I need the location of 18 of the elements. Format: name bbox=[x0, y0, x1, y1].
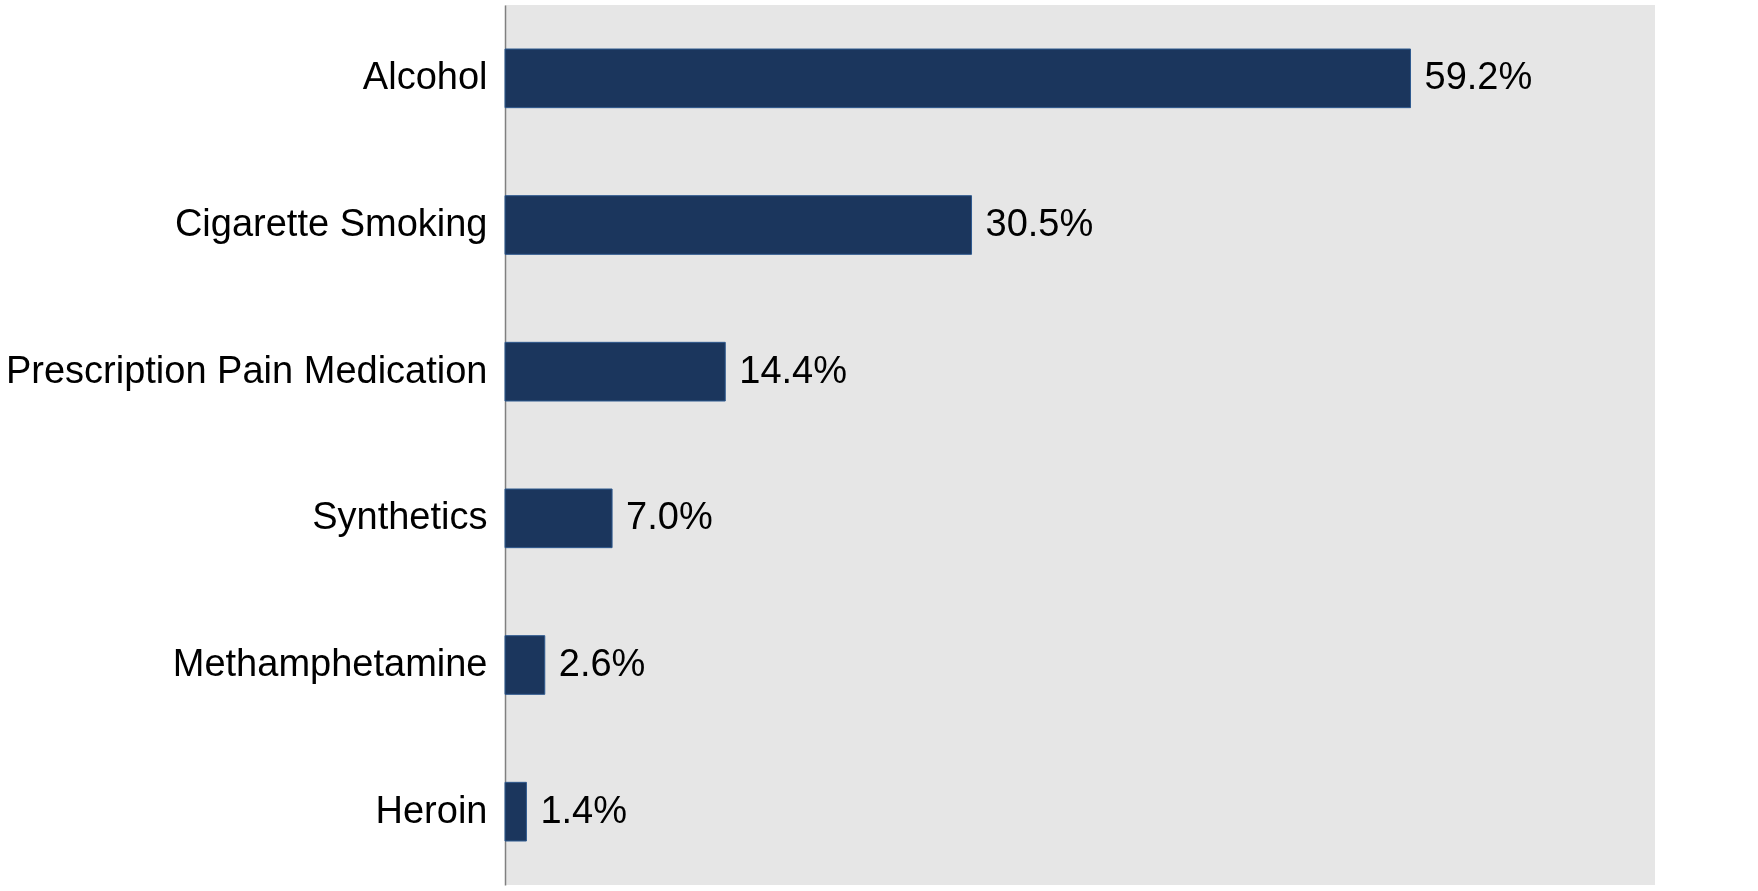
y-tick-label: Prescription Pain Medication bbox=[5, 348, 488, 391]
y-tick-label: Alcohol bbox=[362, 55, 488, 98]
data-label: 14.4% bbox=[739, 348, 848, 391]
data-label: 7.0% bbox=[626, 495, 713, 538]
data-label: 1.4% bbox=[540, 788, 628, 831]
y-tick-label: Heroin bbox=[375, 788, 488, 831]
bar bbox=[504, 341, 726, 402]
data-label: 2.6% bbox=[558, 642, 646, 684]
bar bbox=[504, 488, 613, 549]
bar bbox=[504, 635, 546, 695]
data-label: 59.2% bbox=[1424, 55, 1533, 98]
bar bbox=[504, 195, 973, 255]
y-tick-label: Synthetics bbox=[312, 495, 488, 538]
data-label: 30.5% bbox=[985, 202, 1094, 244]
y-tick-label: Cigarette Smoking bbox=[174, 202, 488, 244]
bar bbox=[504, 48, 1412, 109]
y-tick-label: Methamphetamine bbox=[172, 642, 488, 684]
bar bbox=[504, 781, 527, 842]
